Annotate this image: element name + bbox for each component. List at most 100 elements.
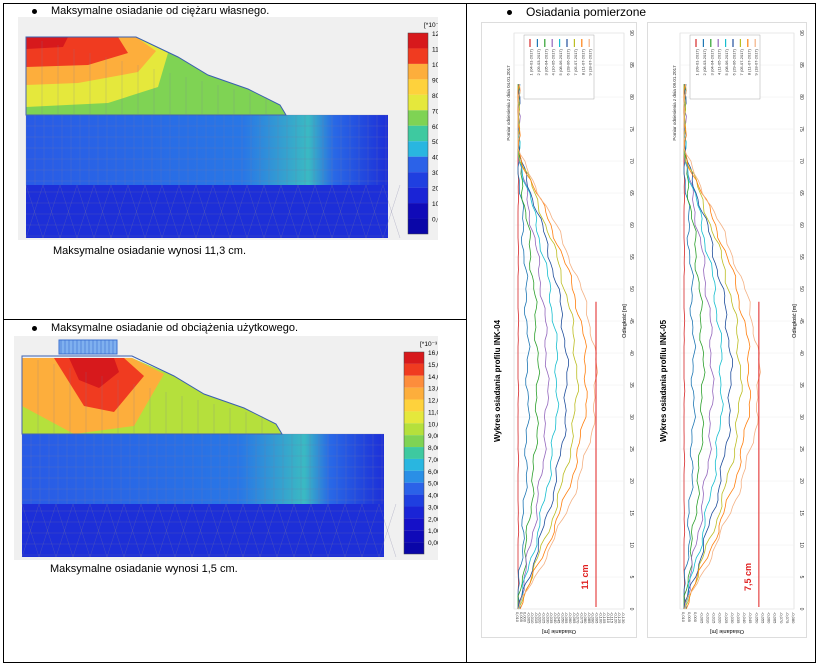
y-tick-label: 5 xyxy=(798,576,804,579)
x-tick-label: -0,120 xyxy=(613,612,618,624)
x-axis-label: Osiadanie [m] xyxy=(542,628,576,634)
legend-swatch xyxy=(408,110,428,126)
x-tick-label: -0,050 xyxy=(754,612,759,624)
y-tick-label: 55 xyxy=(628,254,634,260)
mesh-diagonal xyxy=(327,503,346,558)
series-line xyxy=(517,84,579,610)
x-tick-label: -0,100 xyxy=(598,612,603,624)
legend-swatch xyxy=(404,542,424,554)
legend-entry: 3 (04-04-2017) xyxy=(709,48,714,75)
mesh-diagonal xyxy=(106,503,125,558)
x-tick-label: -0,040 xyxy=(742,612,747,624)
legend-swatch xyxy=(404,518,424,531)
foundation-stress-zone xyxy=(26,115,388,185)
legend-entry: 2 (08-03-2017) xyxy=(702,48,707,75)
mesh-diagonal xyxy=(280,184,299,239)
legend-swatch xyxy=(404,494,424,507)
x-tick-label: -0,110 xyxy=(606,612,611,624)
mesh-diagonal xyxy=(242,503,261,558)
legend-label: 1,00 xyxy=(428,528,438,535)
contour-band xyxy=(26,37,68,49)
bullet-icon xyxy=(32,8,37,14)
y-tick-label: 30 xyxy=(628,414,634,420)
y-tick-label: 10 xyxy=(798,542,804,548)
legend-entry: 5 (08-06-2017) xyxy=(558,48,563,75)
legend-swatch xyxy=(408,218,428,234)
legend-entry: 6 (28-06-2017) xyxy=(566,48,571,75)
legend-label: 8,00 xyxy=(428,445,438,452)
heading-live-load: Maksymalne osiadanie od obciążenia użytk… xyxy=(32,322,298,334)
y-tick-label: 35 xyxy=(798,382,804,388)
legend-label: 3,00 xyxy=(428,504,438,511)
y-tick-label: 25 xyxy=(798,446,804,452)
mesh-diagonal xyxy=(191,503,210,558)
mesh-diagonal xyxy=(314,184,333,239)
mesh-diagonal xyxy=(140,503,159,558)
legend-label: 5,00 xyxy=(428,481,438,488)
mesh-diagonal xyxy=(59,184,78,239)
series-line xyxy=(683,84,697,610)
y-tick-label: 40 xyxy=(798,350,804,356)
mesh-diagonal xyxy=(382,184,401,239)
legend-label: 10,00 xyxy=(428,421,438,428)
legend-label: 0,00 xyxy=(428,540,438,547)
mesh-diagonal xyxy=(310,503,329,558)
chart-ink04-panel: 0 5 10 15 20 25 30 35 40 45 50 55 60 65 70 75 80 85 90 0,01… xyxy=(481,22,637,638)
legend-swatch xyxy=(404,423,424,436)
y-tick-label: 75 xyxy=(628,126,634,132)
legend-label: 20,00 xyxy=(432,186,438,193)
y-tick-label: 35 xyxy=(628,382,634,388)
y-tick-label: 30 xyxy=(798,414,804,420)
legend-swatch xyxy=(404,375,424,388)
mesh-diagonal xyxy=(246,184,265,239)
x-axis-label: Osiadanie [m] xyxy=(710,628,744,634)
legend-unit: [*10⁻³ m] xyxy=(420,341,438,348)
legend-swatch xyxy=(404,530,424,543)
y-tick-label: 45 xyxy=(798,318,804,324)
y-tick-label: 20 xyxy=(798,478,804,484)
bullet-icon xyxy=(32,325,37,331)
y-tick-label: 0 xyxy=(798,608,804,611)
y-tick-label: 25 xyxy=(628,446,634,452)
legend-entry: 4 (11-05-2017) xyxy=(717,48,722,75)
x-tick-label: -0,010 xyxy=(705,612,710,624)
bullet-icon xyxy=(507,10,512,16)
legend-label: 30,00 xyxy=(432,170,438,177)
mesh-diagonal xyxy=(38,503,57,558)
mesh-diagonal xyxy=(89,503,108,558)
legend-label: 80,00 xyxy=(432,93,438,100)
y-tick-label: 20 xyxy=(628,478,634,484)
caption-self-weight: Maksymalne osiadanie wynosi 11,3 cm. xyxy=(53,245,246,257)
mesh-diagonal xyxy=(293,503,312,558)
mesh-diagonal xyxy=(76,184,95,239)
x-tick-label: -0,005 xyxy=(526,612,531,624)
mesh-diagonal xyxy=(378,503,397,558)
legend-swatch xyxy=(408,33,428,49)
mesh-diagonal xyxy=(212,184,231,239)
y-tick-label: 90 xyxy=(628,30,634,36)
legend-entry: 2 (09-03-2017) xyxy=(536,48,541,75)
mesh-diagonal xyxy=(195,184,214,239)
x-tick-label: -0,030 xyxy=(730,612,735,624)
y-tick-label: 75 xyxy=(798,126,804,132)
mesh-diagonal xyxy=(208,503,227,558)
series-line xyxy=(683,84,706,609)
x-tick-label: -0,065 xyxy=(773,612,778,624)
legend-swatch xyxy=(408,48,428,64)
legend-swatch xyxy=(408,187,428,204)
x-tick-label: -0,115 xyxy=(610,612,615,624)
y-tick-label: 45 xyxy=(628,318,634,324)
legend-swatch xyxy=(408,203,428,219)
x-tick-label: -0,060 xyxy=(568,612,573,624)
x-tick-label: 0,005 xyxy=(519,612,524,623)
x-tick-label: 0,000 xyxy=(523,612,528,623)
legend-swatch xyxy=(408,94,428,111)
legend-swatch xyxy=(404,435,424,448)
legend-swatch xyxy=(404,363,424,376)
x-tick-label: -0,125 xyxy=(617,612,622,624)
x-tick-label: 0,010 xyxy=(515,612,520,623)
mesh-diagonal xyxy=(110,184,129,239)
y-tick-label: 0 xyxy=(628,608,634,611)
chart-title: Wykres osiadania profilu INK-05 xyxy=(659,319,668,442)
x-tick-label: -0,040 xyxy=(553,612,558,624)
